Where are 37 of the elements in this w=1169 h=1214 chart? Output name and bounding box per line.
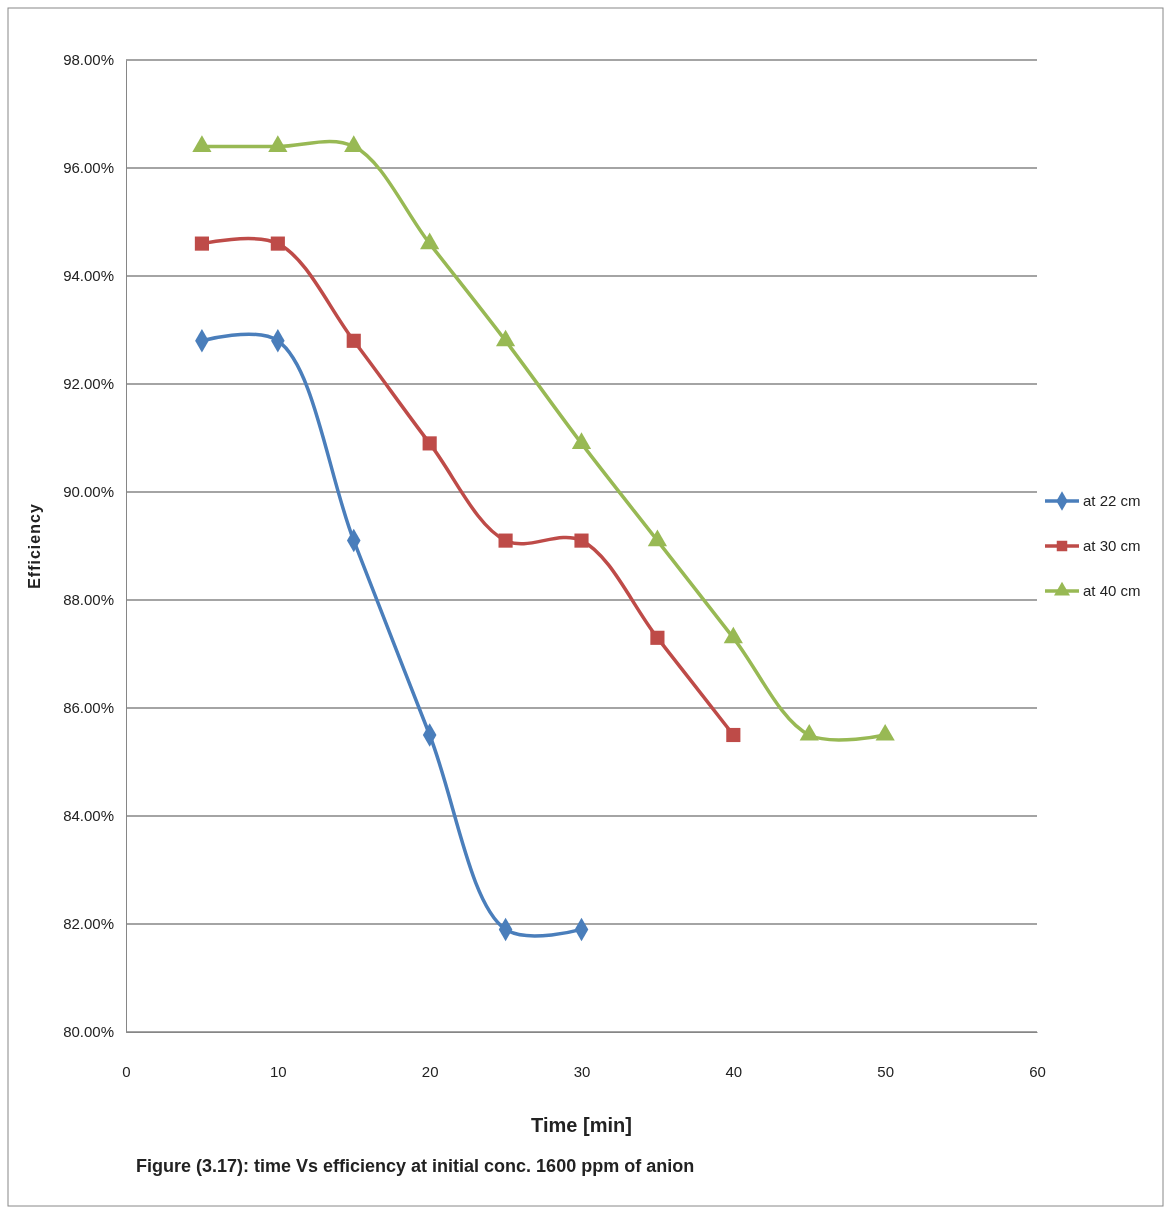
point [498, 533, 513, 548]
legend-label: at 30 cm [1083, 537, 1141, 554]
y-tick-label: 90.00% [63, 483, 114, 501]
x-axis-title: Time [min] [531, 1114, 632, 1136]
x-tick-label: 0 [122, 1062, 131, 1080]
point [194, 236, 209, 251]
point [574, 533, 589, 548]
legend-label: at 22 cm [1083, 492, 1141, 509]
point [344, 135, 364, 152]
point [650, 630, 665, 645]
point [346, 333, 361, 348]
y-tick-label: 86.00% [63, 699, 114, 717]
y-tick-label: 84.00% [63, 807, 114, 825]
x-tick-label: 40 [725, 1062, 743, 1080]
point [647, 529, 668, 547]
point [270, 236, 285, 251]
y-tick-label: 88.00% [63, 591, 114, 609]
y-tick-label: 82.00% [63, 915, 114, 933]
y-axis-title: Efficiency [26, 503, 43, 589]
y-tick-label: 92.00% [63, 375, 114, 393]
y-tick-label: 94.00% [63, 267, 114, 285]
point [726, 727, 741, 743]
y-tick-label: 80.00% [63, 1023, 114, 1041]
x-tick-label: 50 [877, 1062, 895, 1080]
x-tick-label: 10 [269, 1062, 287, 1080]
point [268, 135, 288, 152]
x-tick-label: 60 [1029, 1062, 1046, 1080]
text: Figure (3.17): time Vs efficiency at initial conc. 1600 ppm of anion [136, 1156, 695, 1176]
point [192, 135, 212, 152]
x-tick-label: 30 [573, 1062, 591, 1080]
legend-label: at 40 cm [1083, 582, 1141, 599]
point [422, 436, 437, 451]
y-tick-label: 96.00% [63, 159, 114, 177]
point [495, 329, 516, 347]
point [420, 232, 440, 250]
x-tick-label: 20 [421, 1062, 439, 1080]
y-tick-label: 98.00% [63, 51, 114, 69]
